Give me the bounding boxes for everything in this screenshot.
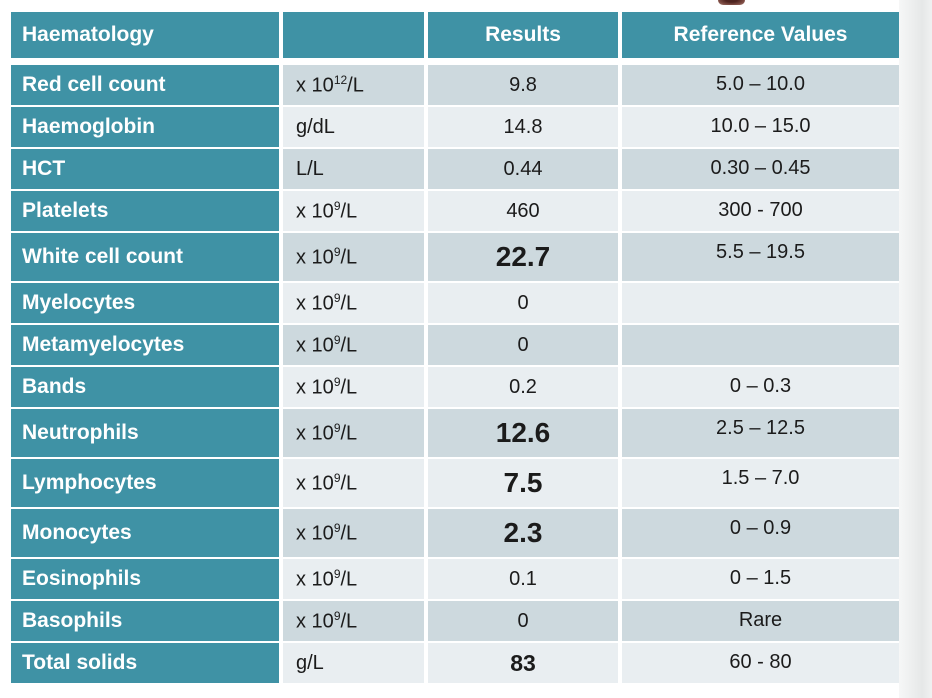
result-cell: 22.7 bbox=[428, 233, 618, 281]
reference-value-cell bbox=[622, 325, 899, 365]
reference-value-cell: 5.0 – 10.0 bbox=[622, 65, 899, 105]
haematology-table: Haematology Results Reference Values Red… bbox=[11, 12, 899, 683]
test-name-cell: Haemoglobin bbox=[11, 107, 279, 147]
result-cell: 83 bbox=[428, 643, 618, 683]
test-name-cell: Total solids bbox=[11, 643, 279, 683]
test-name-cell: Metamyelocytes bbox=[11, 325, 279, 365]
unit-cell: x 1012/L bbox=[283, 65, 424, 105]
result-cell: 0.1 bbox=[428, 559, 618, 599]
reference-value-cell: 300 - 700 bbox=[622, 191, 899, 231]
reference-value-cell: 0.30 – 0.45 bbox=[622, 149, 899, 189]
unit-text: x 109/L bbox=[296, 608, 358, 633]
unit-cell: x 109/L bbox=[283, 459, 424, 507]
result-cell: 0 bbox=[428, 283, 618, 323]
reference-value-cell: 5.5 – 19.5 bbox=[622, 233, 899, 281]
unit-cell: x 109/L bbox=[283, 233, 424, 281]
test-name-cell: Lymphocytes bbox=[11, 459, 279, 507]
unit-cell: x 109/L bbox=[283, 325, 424, 365]
test-name-cell: Basophils bbox=[11, 601, 279, 641]
header-haematology: Haematology bbox=[11, 12, 279, 58]
result-cell: 14.8 bbox=[428, 107, 618, 147]
test-name-cell: HCT bbox=[11, 149, 279, 189]
cropped-title-fragment bbox=[718, 0, 745, 5]
unit-text: x 109/L bbox=[296, 520, 358, 545]
reference-value-cell: 10.0 – 15.0 bbox=[622, 107, 899, 147]
header-units bbox=[283, 12, 424, 58]
unit-cell: g/L bbox=[283, 643, 424, 683]
unit-text: x 109/L bbox=[296, 198, 358, 223]
result-cell: 0 bbox=[428, 601, 618, 641]
result-cell: 0 bbox=[428, 325, 618, 365]
unit-text: x 109/L bbox=[296, 470, 358, 495]
test-name-cell: Myelocytes bbox=[11, 283, 279, 323]
reference-value-cell: 0 – 0.3 bbox=[622, 367, 899, 407]
result-cell: 12.6 bbox=[428, 409, 618, 457]
test-name-cell: Platelets bbox=[11, 191, 279, 231]
unit-text: x 1012/L bbox=[296, 72, 364, 97]
unit-cell: L/L bbox=[283, 149, 424, 189]
reference-value-cell: 0 – 0.9 bbox=[622, 509, 899, 557]
test-name-cell: Neutrophils bbox=[11, 409, 279, 457]
test-name-cell: Red cell count bbox=[11, 65, 279, 105]
reference-value-cell: 60 - 80 bbox=[622, 643, 899, 683]
result-cell: 2.3 bbox=[428, 509, 618, 557]
unit-text: L/L bbox=[296, 157, 324, 180]
table-body: Red cell count x 1012/L 9.8 5.0 – 10.0 Haemo… bbox=[11, 65, 899, 683]
unit-cell: x 109/L bbox=[283, 509, 424, 557]
unit-cell: x 109/L bbox=[283, 283, 424, 323]
unit-text: x 109/L bbox=[296, 374, 358, 399]
slide-edge-shading bbox=[899, 0, 932, 698]
test-name-cell: Bands bbox=[11, 367, 279, 407]
reference-value-cell bbox=[622, 283, 899, 323]
unit-cell: x 109/L bbox=[283, 409, 424, 457]
unit-text: x 109/L bbox=[296, 244, 358, 269]
unit-text: g/dL bbox=[296, 115, 335, 138]
unit-text: x 109/L bbox=[296, 566, 358, 591]
unit-text: x 109/L bbox=[296, 332, 358, 357]
header-results: Results bbox=[428, 12, 618, 58]
test-name-cell: White cell count bbox=[11, 233, 279, 281]
unit-cell: x 109/L bbox=[283, 367, 424, 407]
reference-value-cell: 2.5 – 12.5 bbox=[622, 409, 899, 457]
result-cell: 0.2 bbox=[428, 367, 618, 407]
unit-cell: x 109/L bbox=[283, 559, 424, 599]
result-cell: 460 bbox=[428, 191, 618, 231]
reference-value-cell: Rare bbox=[622, 601, 899, 641]
test-name-cell: Monocytes bbox=[11, 509, 279, 557]
unit-cell: x 109/L bbox=[283, 601, 424, 641]
result-cell: 0.44 bbox=[428, 149, 618, 189]
unit-cell: g/dL bbox=[283, 107, 424, 147]
test-name-cell: Eosinophils bbox=[11, 559, 279, 599]
reference-value-cell: 0 – 1.5 bbox=[622, 559, 899, 599]
unit-cell: x 109/L bbox=[283, 191, 424, 231]
result-cell: 7.5 bbox=[428, 459, 618, 507]
result-cell: 9.8 bbox=[428, 65, 618, 105]
unit-text: x 109/L bbox=[296, 290, 358, 315]
table-header-row: Haematology Results Reference Values bbox=[11, 12, 899, 58]
reference-value-cell: 1.5 – 7.0 bbox=[622, 459, 899, 507]
header-reference-values: Reference Values bbox=[622, 12, 899, 58]
unit-text: g/L bbox=[296, 651, 324, 674]
unit-text: x 109/L bbox=[296, 420, 358, 445]
